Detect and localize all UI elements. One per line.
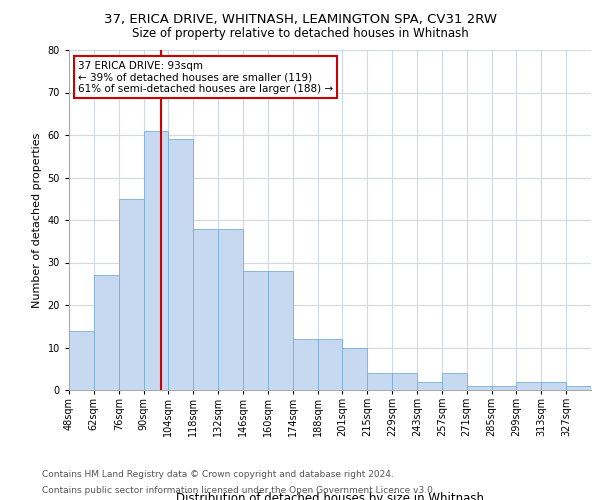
Text: Contains HM Land Registry data © Crown copyright and database right 2024.: Contains HM Land Registry data © Crown c… [42, 470, 394, 479]
X-axis label: Distribution of detached houses by size in Whitnash: Distribution of detached houses by size … [176, 492, 484, 500]
Bar [541, 382, 566, 390]
Bar [143, 130, 169, 390]
Bar [417, 382, 442, 390]
Bar [343, 348, 367, 390]
Text: 37 ERICA DRIVE: 93sqm
← 39% of detached houses are smaller (119)
61% of semi-det: 37 ERICA DRIVE: 93sqm ← 39% of detached … [78, 60, 333, 94]
Bar [169, 139, 193, 390]
Bar [317, 339, 343, 390]
Bar [442, 373, 467, 390]
Text: Size of property relative to detached houses in Whitnash: Size of property relative to detached ho… [131, 28, 469, 40]
Text: 37, ERICA DRIVE, WHITNASH, LEAMINGTON SPA, CV31 2RW: 37, ERICA DRIVE, WHITNASH, LEAMINGTON SP… [104, 12, 497, 26]
Text: Contains public sector information licensed under the Open Government Licence v3: Contains public sector information licen… [42, 486, 436, 495]
Bar [119, 198, 143, 390]
Y-axis label: Number of detached properties: Number of detached properties [32, 132, 42, 308]
Bar [268, 271, 293, 390]
Bar [566, 386, 591, 390]
Bar [467, 386, 491, 390]
Bar [392, 373, 417, 390]
Bar [69, 330, 94, 390]
Bar [243, 271, 268, 390]
Bar [193, 228, 218, 390]
Bar [491, 386, 517, 390]
Bar [293, 339, 317, 390]
Bar [94, 275, 119, 390]
Bar [218, 228, 243, 390]
Bar [367, 373, 392, 390]
Bar [517, 382, 541, 390]
